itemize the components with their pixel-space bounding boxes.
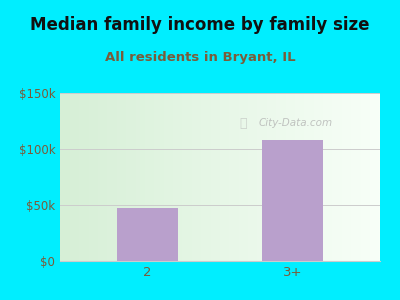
Text: Median family income by family size: Median family income by family size: [30, 16, 370, 34]
Text: City-Data.com: City-Data.com: [258, 118, 332, 128]
Bar: [262, 140, 323, 261]
Text: All residents in Bryant, IL: All residents in Bryant, IL: [105, 51, 295, 64]
Text: Ⓜ: Ⓜ: [239, 117, 247, 130]
Bar: [117, 208, 178, 261]
